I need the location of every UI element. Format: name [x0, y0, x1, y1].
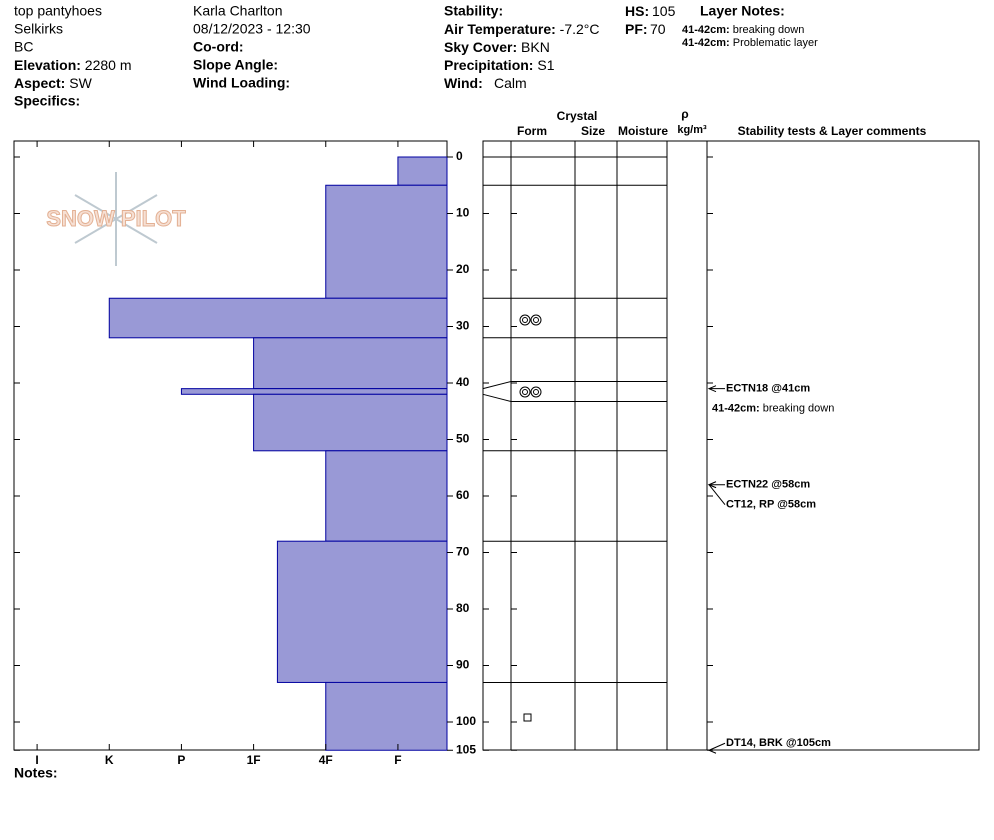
hardness-bar — [253, 393, 448, 452]
y-tick-label: 105 — [456, 742, 476, 756]
observer: Karla Charlton — [193, 3, 283, 19]
table-frame — [482, 140, 980, 751]
coord: Co-ord: — [193, 39, 244, 55]
label: 41-42cm: — [682, 37, 730, 49]
hs: HS: 105 — [625, 3, 676, 19]
label: Air Temperature: — [444, 21, 556, 37]
pf: PF: 70 — [625, 21, 666, 37]
y-tick-label: 50 — [456, 432, 470, 446]
notes: Notes: — [14, 765, 58, 781]
label: Sky Cover: — [444, 39, 517, 55]
label: Elevation: — [14, 57, 81, 73]
label: PF: — [625, 21, 648, 37]
col-density: kg/m³ — [677, 124, 707, 136]
text: Problematic layer — [733, 37, 818, 49]
y-tick-label: 60 — [456, 488, 470, 502]
logo-text: SNOW PILOT — [46, 206, 186, 231]
y-tick-label: 90 — [456, 658, 470, 672]
datetime: 08/12/2023 - 12:30 — [193, 21, 311, 37]
hardness-bar — [325, 681, 448, 751]
label: Precipitation: — [444, 57, 533, 73]
y-tick-label: 20 — [456, 262, 470, 276]
y-tick-label: 0 — [456, 149, 463, 163]
layer-note: 41-42cm: Problematic layer — [682, 37, 818, 49]
wind-loading: Wind Loading: — [193, 75, 290, 91]
layer-notes-title: Layer Notes: — [700, 3, 785, 19]
label: HS: — [625, 3, 649, 19]
hardness-bar — [325, 450, 448, 542]
value: -7.2°C — [560, 21, 600, 37]
label: 41-42cm: — [682, 24, 730, 36]
specifics: Specifics: — [14, 93, 80, 109]
test-label: ECTN22 @58cm — [726, 479, 810, 491]
logo: SNOW PILOT — [46, 172, 187, 266]
col-comments: Stability tests & Layer comments — [738, 124, 927, 138]
x-tick-label: I — [35, 753, 38, 767]
value: 2280 m — [85, 57, 132, 73]
col-form: Form — [517, 124, 547, 138]
layer-comment: 41-42cm: breaking down — [712, 402, 834, 414]
slope-angle: Slope Angle: — [193, 57, 278, 73]
test-arrow — [707, 481, 725, 489]
col-rho: ρ — [681, 107, 688, 121]
x-tick-label: 4F — [319, 753, 333, 767]
stability: Stability: — [444, 3, 503, 19]
wind: Wind: Calm — [444, 75, 527, 91]
test-label: ECTN18 @41cm — [726, 383, 810, 395]
col-size: Size — [581, 124, 605, 138]
x-tick-label: F — [394, 753, 401, 767]
x-tick-label: 1F — [247, 753, 261, 767]
text: breaking down — [763, 402, 835, 414]
hardness-bar — [325, 184, 448, 299]
col-moisture: Moisture — [618, 124, 668, 138]
value: S1 — [537, 57, 554, 73]
value: Calm — [494, 75, 527, 91]
precipitation: Precipitation: S1 — [444, 57, 555, 73]
aspect: Aspect: SW — [14, 75, 93, 91]
test-label: DT14, BRK @105cm — [726, 737, 831, 749]
y-tick-label: 70 — [456, 545, 470, 559]
test-arrow — [707, 481, 726, 506]
y-tick-label: 40 — [456, 375, 470, 389]
hardness-bar — [108, 297, 448, 339]
x-tick-label: P — [177, 753, 185, 767]
col-crystal: Crystal — [557, 109, 598, 123]
y-tick-label: 30 — [456, 319, 470, 333]
text: breaking down — [733, 24, 805, 36]
range: Selkirks — [14, 21, 63, 37]
test-arrow — [707, 742, 726, 754]
layer-boundary — [482, 380, 667, 390]
x-tick-label: K — [105, 753, 114, 767]
value: BKN — [521, 39, 550, 55]
hardness-bar — [276, 540, 448, 683]
region: BC — [14, 39, 33, 55]
y-tick-label: 10 — [456, 206, 470, 220]
layer-boundary — [482, 393, 667, 402]
test-arrow — [707, 385, 725, 393]
sky-cover: Sky Cover: BKN — [444, 39, 550, 55]
y-tick-label: 80 — [456, 601, 470, 615]
layer-note: 41-42cm: breaking down — [682, 24, 804, 36]
value: SW — [69, 75, 92, 91]
value: 105 — [652, 3, 676, 19]
site: top pantyhoes — [14, 3, 102, 19]
hardness-bar — [397, 156, 448, 186]
value: 70 — [650, 21, 666, 37]
air-temperature: Air Temperature: -7.2°C — [444, 21, 600, 37]
hardness-bar — [180, 388, 448, 395]
grain-symbols — [519, 314, 542, 722]
test-label: CT12, RP @58cm — [726, 499, 816, 511]
label: Aspect: — [14, 75, 65, 91]
label: Wind: — [444, 75, 483, 91]
y-tick-label: 100 — [456, 714, 476, 728]
label: 41-42cm: — [712, 402, 760, 414]
elevation: Elevation: 2280 m — [14, 57, 132, 73]
hardness-bar — [253, 337, 448, 390]
